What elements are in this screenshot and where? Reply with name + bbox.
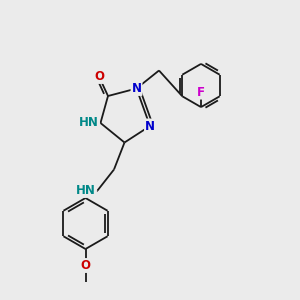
Text: O: O	[80, 259, 91, 272]
Text: HN: HN	[79, 116, 99, 130]
Text: F: F	[197, 85, 205, 99]
Text: N: N	[131, 82, 142, 95]
Text: N: N	[145, 119, 155, 133]
Text: HN: HN	[76, 184, 96, 197]
Text: O: O	[94, 70, 104, 83]
